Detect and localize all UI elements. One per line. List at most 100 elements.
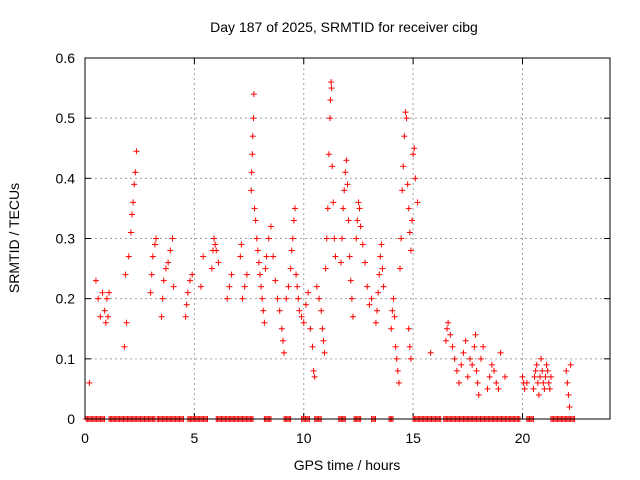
- data-point: [533, 361, 540, 368]
- data-point: [542, 373, 549, 380]
- data-point: [249, 151, 256, 158]
- data-point: [406, 343, 413, 350]
- data-point: [197, 283, 204, 290]
- data-point: [279, 337, 286, 344]
- data-point: [469, 361, 476, 368]
- data-point: [488, 361, 495, 368]
- data-point: [340, 205, 347, 212]
- data-point: [473, 367, 480, 374]
- data-point: [101, 307, 108, 314]
- data-point: [160, 277, 167, 284]
- data-point: [183, 301, 190, 308]
- x-tick-label: 10: [296, 430, 312, 446]
- y-axis-title: SRMTID / TECUs: [6, 183, 22, 293]
- data-point: [257, 271, 263, 278]
- data-point: [471, 343, 478, 350]
- data-point: [293, 271, 300, 278]
- data-point: [444, 325, 451, 332]
- data-point: [327, 97, 334, 104]
- data-point: [495, 385, 502, 392]
- data-point: [287, 265, 294, 272]
- data-point: [305, 289, 312, 296]
- data-point: [259, 295, 266, 302]
- data-point: [224, 295, 231, 302]
- data-point: [213, 247, 220, 254]
- data-point: [238, 241, 245, 248]
- data-point: [283, 295, 290, 302]
- data-point: [547, 373, 554, 380]
- data-point: [310, 367, 317, 374]
- data-point: [407, 247, 414, 254]
- data-point: [402, 109, 409, 116]
- data-point: [349, 313, 356, 320]
- data-point: [486, 373, 493, 380]
- data-point: [534, 379, 541, 386]
- data-point: [427, 349, 434, 356]
- data-point: [467, 355, 473, 362]
- data-point: [327, 115, 333, 122]
- data-point: [208, 265, 215, 272]
- data-point: [148, 271, 155, 278]
- data-point: [86, 379, 93, 386]
- data-point: [261, 319, 268, 326]
- data-point: [121, 343, 128, 350]
- data-point: [354, 217, 361, 224]
- data-point: [449, 343, 456, 350]
- data-point: [92, 277, 99, 284]
- data-point: [368, 295, 375, 302]
- data-point: [565, 391, 572, 398]
- data-point: [458, 361, 465, 368]
- data-point: [359, 241, 366, 248]
- data-point: [289, 235, 296, 242]
- data-point: [106, 289, 113, 296]
- data-point: [189, 271, 196, 278]
- data-point: [294, 283, 301, 290]
- data-point: [540, 379, 547, 386]
- data-point: [530, 385, 537, 392]
- data-point: [330, 199, 337, 206]
- data-point: [407, 355, 414, 362]
- data-point: [274, 295, 281, 302]
- data-point: [343, 157, 350, 164]
- data-point: [397, 265, 403, 272]
- data-point: [563, 367, 570, 374]
- y-tick-label: 0.3: [56, 231, 76, 247]
- data-point: [332, 253, 339, 260]
- data-point: [456, 379, 463, 386]
- data-point: [442, 337, 449, 344]
- data-point: [538, 355, 545, 362]
- data-point: [252, 217, 259, 224]
- data-point: [377, 253, 384, 260]
- data-point: [401, 133, 408, 140]
- data-point: [104, 313, 111, 320]
- data-point: [290, 217, 297, 224]
- data-point: [323, 235, 330, 242]
- data-point: [357, 223, 364, 230]
- data-point: [464, 373, 471, 380]
- data-point: [543, 361, 550, 368]
- x-axis-title: GPS time / hours: [294, 457, 401, 473]
- data-point: [270, 253, 277, 260]
- data-point: [215, 259, 222, 266]
- y-tick-label: 0.5: [56, 110, 76, 126]
- data-point: [328, 85, 335, 92]
- data-point: [388, 325, 395, 332]
- data-point: [462, 337, 469, 344]
- data-point: [263, 253, 270, 260]
- data-point: [251, 205, 258, 212]
- data-point: [200, 253, 207, 260]
- data-point: [302, 301, 309, 308]
- data-point: [182, 313, 189, 320]
- data-point: [374, 307, 381, 314]
- data-point: [309, 343, 316, 350]
- data-point: [411, 145, 418, 152]
- data-point: [319, 325, 326, 332]
- data-point: [523, 379, 530, 386]
- data-point: [311, 373, 318, 380]
- data-point: [130, 199, 137, 206]
- data-point: [313, 283, 320, 290]
- y-tick-label: 0: [67, 411, 75, 427]
- data-point: [123, 319, 130, 326]
- data-point: [353, 235, 360, 242]
- data-point: [187, 277, 193, 284]
